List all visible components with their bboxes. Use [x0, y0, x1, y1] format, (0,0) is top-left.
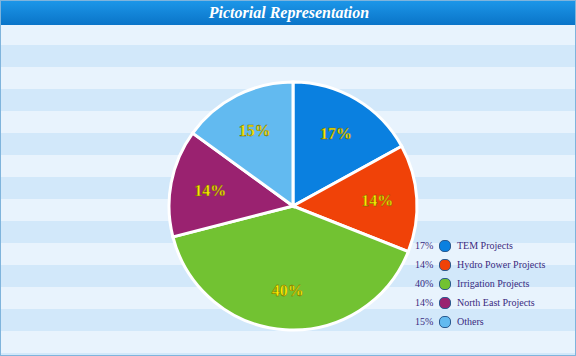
- svg-text:14%: 14%: [194, 182, 226, 199]
- html-text:TEM Projects: TEM Projects: [457, 240, 513, 251]
- html-text:17%: 17%: [415, 240, 434, 251]
- html-text:40%: 40%: [415, 278, 434, 289]
- svg-text:15%: 15%: [239, 122, 271, 139]
- html-text:Irrigation Projects: Irrigation Projects: [457, 278, 530, 289]
- svg-text:17%: 17%: [320, 125, 352, 142]
- html-text:Others: Others: [457, 316, 484, 327]
- html-text:14%: 14%: [415, 259, 434, 270]
- html-text:Pictorial Representation: Pictorial Representation: [208, 4, 370, 21]
- html-text:15%: 15%: [415, 316, 434, 327]
- svg-text:14%: 14%: [361, 192, 393, 209]
- html-text:14%: 14%: [415, 297, 434, 308]
- html-text:North East Projects: North East Projects: [457, 297, 535, 308]
- html-text:Hydro Power Projects: Hydro Power Projects: [457, 259, 546, 270]
- svg-text:40%: 40%: [272, 282, 304, 299]
